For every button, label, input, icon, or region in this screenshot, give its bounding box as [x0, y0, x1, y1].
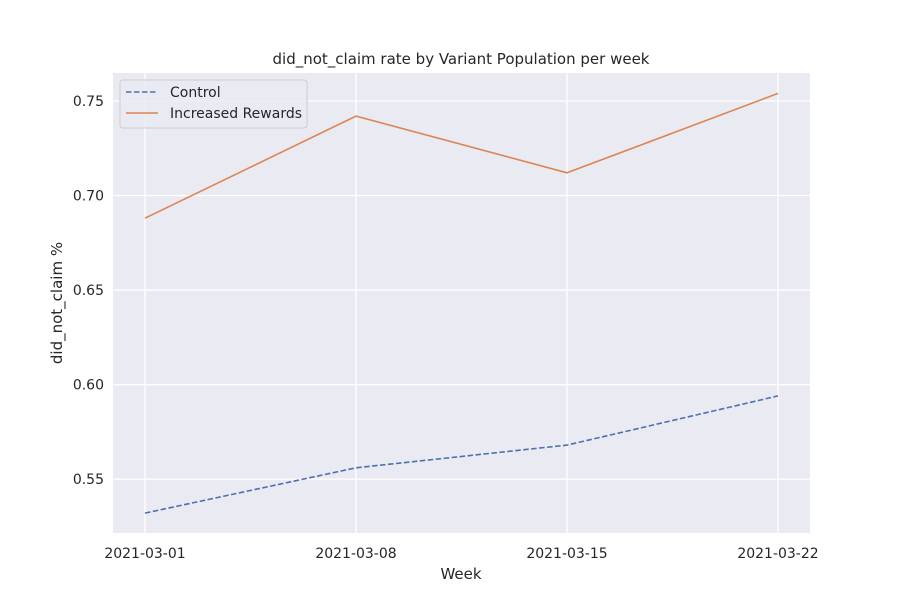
x-tick-label: 2021-03-15: [526, 546, 607, 562]
y-tick-label: 0.65: [73, 283, 104, 299]
legend: Control Increased Rewards: [119, 79, 308, 129]
legend-label-increased-rewards: Increased Rewards: [170, 106, 302, 122]
x-axis-label: Week: [440, 565, 481, 583]
x-axis-ticks: 2021-03-01 2021-03-08 2021-03-15 2021-03-22: [104, 546, 818, 562]
y-axis-ticks: 0.55 0.60 0.65 0.70 0.75: [73, 94, 104, 488]
y-tick-label: 0.75: [73, 94, 104, 110]
x-tick-label: 2021-03-08: [315, 546, 396, 562]
series-line-increased-rewards: [144, 92, 779, 219]
x-tick-label: 2021-03-01: [104, 546, 185, 562]
y-axis-label: did_not_claim %: [48, 242, 67, 364]
y-tick-label: 0.55: [73, 472, 104, 488]
series-lines: [144, 92, 779, 514]
legend-box: [119, 79, 308, 129]
plot-area: [113, 73, 810, 533]
y-tick-label: 0.60: [73, 378, 104, 394]
chart-title: did_not_claim rate by Variant Population…: [273, 50, 650, 69]
legend-label-control: Control: [170, 85, 221, 101]
x-tick-label: 2021-03-22: [737, 546, 818, 562]
y-tick-label: 0.70: [73, 189, 104, 205]
series-line-control: [144, 395, 779, 514]
